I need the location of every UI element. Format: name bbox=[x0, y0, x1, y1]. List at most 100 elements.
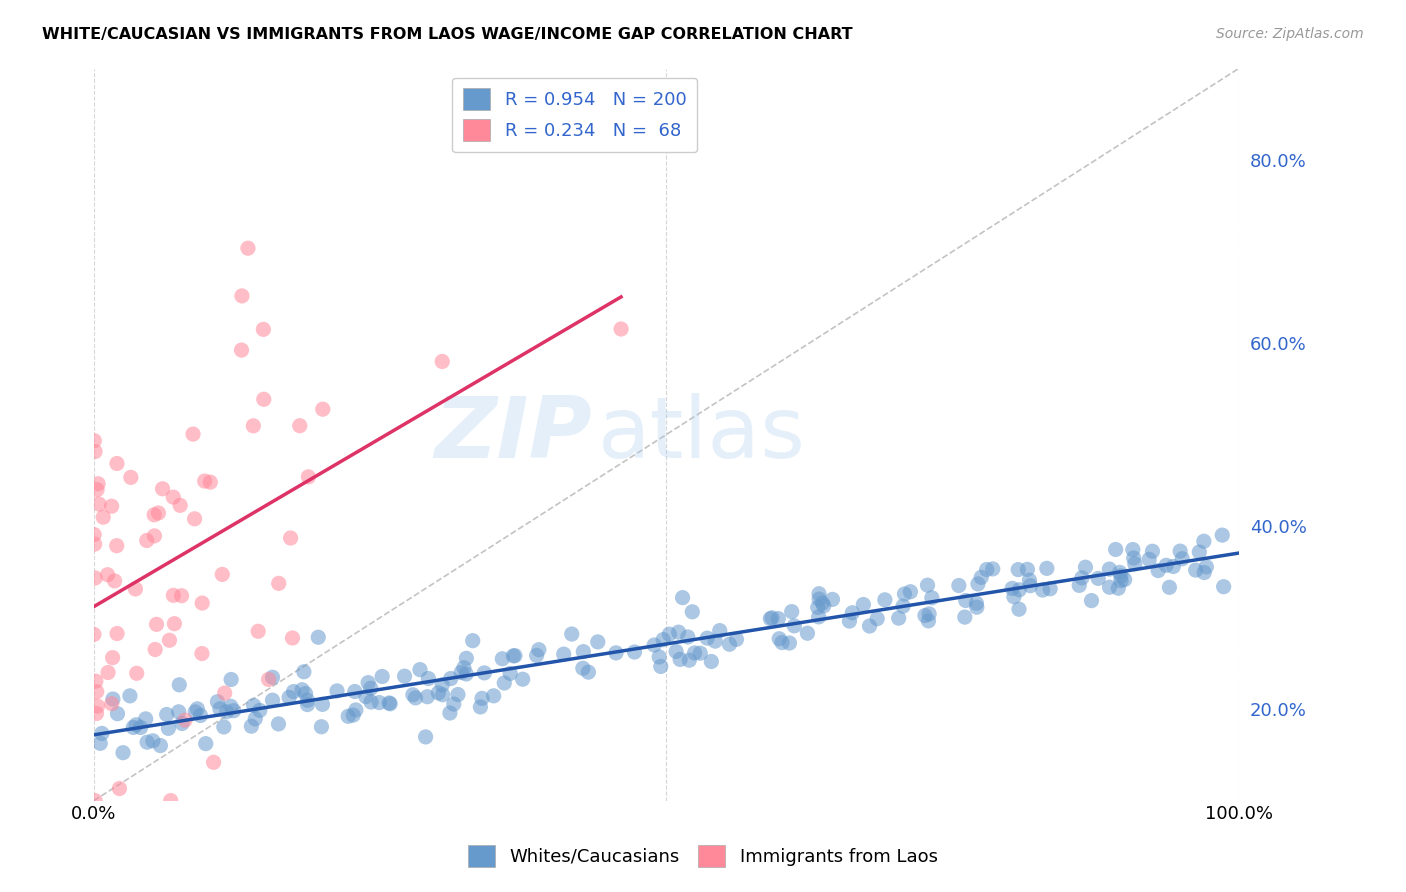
Point bbox=[136, 735, 159, 749]
Point bbox=[101, 692, 124, 706]
Point bbox=[159, 633, 181, 648]
Point bbox=[471, 691, 494, 706]
Point bbox=[145, 617, 167, 632]
Point bbox=[371, 669, 394, 683]
Point bbox=[104, 574, 127, 588]
Point bbox=[86, 483, 108, 497]
Point bbox=[1212, 580, 1234, 594]
Point bbox=[432, 678, 454, 692]
Point bbox=[174, 713, 197, 727]
Point bbox=[1019, 579, 1042, 593]
Point bbox=[1071, 571, 1094, 585]
Point bbox=[297, 470, 319, 484]
Point bbox=[311, 720, 333, 734]
Point bbox=[222, 704, 245, 718]
Point bbox=[236, 241, 259, 255]
Point bbox=[981, 562, 1004, 576]
Point bbox=[1147, 564, 1170, 578]
Point bbox=[759, 612, 782, 626]
Point bbox=[156, 707, 179, 722]
Point bbox=[439, 706, 461, 720]
Point bbox=[1098, 562, 1121, 576]
Point bbox=[101, 650, 124, 665]
Point bbox=[262, 693, 284, 707]
Point bbox=[294, 686, 316, 700]
Point bbox=[447, 688, 470, 702]
Point bbox=[808, 587, 831, 601]
Point bbox=[1192, 566, 1215, 580]
Point bbox=[780, 605, 803, 619]
Point bbox=[1122, 551, 1144, 566]
Point bbox=[450, 665, 472, 680]
Point bbox=[91, 510, 114, 524]
Point bbox=[311, 698, 333, 712]
Point bbox=[605, 646, 627, 660]
Point bbox=[676, 630, 699, 644]
Point bbox=[665, 644, 688, 658]
Point bbox=[409, 663, 432, 677]
Point bbox=[1171, 551, 1194, 566]
Point bbox=[344, 703, 367, 717]
Point bbox=[1142, 544, 1164, 558]
Point bbox=[1161, 559, 1184, 574]
Point bbox=[360, 681, 382, 696]
Point bbox=[1123, 557, 1146, 571]
Point bbox=[208, 702, 231, 716]
Point bbox=[83, 434, 105, 448]
Point bbox=[553, 647, 575, 661]
Point bbox=[105, 539, 128, 553]
Point bbox=[181, 427, 204, 442]
Point bbox=[1074, 560, 1097, 574]
Point bbox=[953, 610, 976, 624]
Point bbox=[200, 475, 222, 490]
Point bbox=[297, 698, 319, 712]
Point bbox=[280, 531, 302, 545]
Point bbox=[190, 708, 212, 723]
Point bbox=[194, 737, 217, 751]
Point bbox=[1032, 583, 1054, 598]
Point bbox=[194, 474, 217, 488]
Point bbox=[184, 705, 207, 719]
Point bbox=[143, 529, 166, 543]
Point bbox=[84, 674, 107, 689]
Point bbox=[312, 402, 335, 417]
Point bbox=[163, 616, 186, 631]
Point bbox=[278, 690, 301, 705]
Point bbox=[499, 666, 522, 681]
Point bbox=[231, 343, 253, 357]
Point bbox=[456, 667, 478, 681]
Point bbox=[1184, 563, 1206, 577]
Point bbox=[354, 690, 377, 704]
Point bbox=[432, 688, 454, 702]
Point bbox=[1107, 581, 1129, 595]
Point bbox=[157, 722, 180, 736]
Point bbox=[807, 600, 830, 615]
Point bbox=[86, 699, 108, 714]
Point bbox=[1001, 582, 1024, 596]
Point bbox=[966, 596, 988, 610]
Point bbox=[526, 648, 548, 663]
Point bbox=[527, 642, 550, 657]
Point bbox=[415, 730, 437, 744]
Point bbox=[97, 665, 120, 680]
Point bbox=[402, 688, 425, 702]
Point bbox=[681, 605, 703, 619]
Point bbox=[440, 672, 463, 686]
Point bbox=[891, 599, 914, 614]
Point bbox=[561, 627, 583, 641]
Point bbox=[461, 633, 484, 648]
Point bbox=[778, 636, 800, 650]
Point bbox=[148, 506, 170, 520]
Point bbox=[576, 665, 599, 680]
Point bbox=[292, 665, 315, 679]
Point bbox=[811, 596, 834, 610]
Point bbox=[858, 619, 880, 633]
Point bbox=[378, 697, 401, 711]
Point bbox=[219, 673, 242, 687]
Point bbox=[482, 689, 505, 703]
Point bbox=[281, 631, 304, 645]
Point bbox=[207, 695, 229, 709]
Point bbox=[120, 470, 142, 484]
Point bbox=[704, 634, 727, 648]
Point bbox=[307, 630, 329, 644]
